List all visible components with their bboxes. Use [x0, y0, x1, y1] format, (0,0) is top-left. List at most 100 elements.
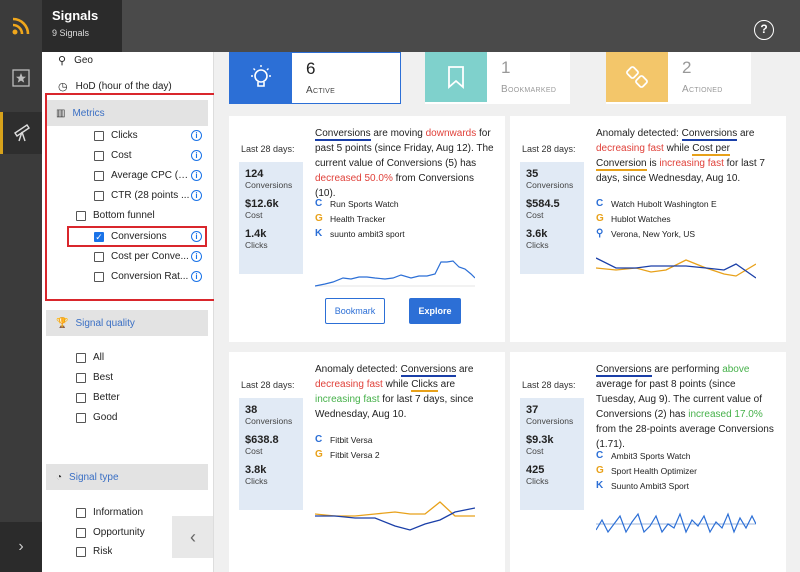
info-icon[interactable]: i	[191, 231, 202, 242]
checkbox[interactable]	[76, 527, 86, 538]
metric-link[interactable]: Clicks	[411, 379, 438, 392]
explore-button[interactable]: Explore	[409, 298, 461, 324]
signal-card-1[interactable]: Last 28 days: 124 Conversions $12.6k Cos…	[229, 116, 505, 342]
signal-type-section-header[interactable]: ◔ Signal type	[46, 464, 208, 490]
signal-description: Anomaly detected: Conversions are decrea…	[596, 128, 765, 184]
stat-actioned[interactable]: 2 Actioned	[606, 52, 751, 104]
quality-better[interactable]: Better	[76, 392, 120, 403]
chevron-left-icon: ‹	[190, 526, 196, 547]
info-icon[interactable]: i	[191, 150, 202, 161]
quality-best[interactable]: Best	[76, 372, 113, 383]
checkbox[interactable]	[94, 170, 104, 181]
stat-active[interactable]: 6 Active	[229, 52, 401, 104]
metric-value: 425	[526, 464, 545, 476]
checkbox[interactable]	[76, 546, 86, 557]
metric-conversion-rate[interactable]: Conversion Rat... i	[94, 271, 202, 282]
checkbox[interactable]	[94, 251, 104, 262]
metric-link[interactable]: Conversions	[681, 128, 738, 141]
location-pin-icon: ⚲	[596, 228, 604, 239]
source-item: G Fitbit Versa 2	[315, 449, 380, 460]
metric-cost-per-conversion[interactable]: Cost per Conve... i	[94, 251, 202, 262]
stat-bookmarked[interactable]: 1 Bookmarked	[425, 52, 570, 104]
metric-label: Clicks	[245, 476, 268, 486]
checkbox[interactable]	[76, 392, 86, 403]
top-bar: Signals 9 Signals ?	[0, 0, 800, 52]
signal-count: 9 Signals	[52, 28, 90, 38]
metric-link[interactable]: Conversions	[596, 364, 652, 377]
metric-value: 37	[526, 404, 539, 416]
favorites-button[interactable]	[0, 58, 42, 100]
expand-rail-button[interactable]: ›	[0, 522, 42, 572]
metric-link[interactable]: Conversions	[315, 128, 371, 141]
info-icon[interactable]: i	[191, 130, 202, 141]
filter-geo[interactable]: ⚲ Geo	[58, 55, 93, 67]
source-item: ⚲ Verona, New York, US	[596, 228, 696, 239]
signal-card-3[interactable]: Last 28 days: 38 Conversions $638.8 Cost…	[229, 352, 505, 572]
quality-all[interactable]: All	[76, 352, 104, 363]
signals-explorer-button[interactable]	[0, 112, 42, 154]
source-item: G Hublot Watches	[596, 213, 671, 224]
type-risk[interactable]: Risk	[76, 546, 112, 557]
checkbox[interactable]	[94, 190, 104, 201]
source-item: C Fitbit Versa	[315, 434, 373, 445]
adgroup-icon: G	[315, 213, 323, 224]
metric-group-bottom-funnel[interactable]: Bottom funnel	[76, 210, 155, 221]
period-label: Last 28 days:	[241, 380, 295, 390]
period-label: Last 28 days:	[522, 380, 576, 390]
checkbox[interactable]	[76, 507, 86, 518]
desc-text: from Conversions (10).	[315, 173, 474, 199]
source-item: C Watch Hubolt Washington E	[596, 198, 717, 209]
clock-icon: ◷	[58, 81, 68, 93]
info-icon[interactable]: i	[191, 170, 202, 181]
main-content: 6 Active 1 Bookmarked 2 Actioned Last 28…	[214, 52, 800, 572]
metric-link[interactable]: Conversions	[400, 364, 457, 377]
checkbox[interactable]	[76, 352, 86, 363]
info-icon[interactable]: i	[191, 190, 202, 201]
metric-clicks[interactable]: Clicks i	[94, 130, 202, 141]
metric-conversions[interactable]: ✓ Conversions i	[94, 231, 202, 242]
signal-card-2[interactable]: Last 28 days: 35 Conversions $584.5 Cost…	[510, 116, 786, 342]
checkbox-checked[interactable]: ✓	[94, 231, 104, 242]
collapse-sidebar-button[interactable]: ‹	[172, 516, 213, 558]
metric-average-cpc[interactable]: Average CPC (2... i	[94, 170, 202, 181]
checkbox[interactable]	[94, 271, 104, 282]
period-label: Last 28 days:	[522, 144, 576, 154]
checkbox[interactable]	[76, 412, 86, 423]
bookmark-button[interactable]: Bookmark	[325, 298, 385, 324]
signal-card-4[interactable]: Last 28 days: 37 Conversions $9.3k Cost …	[510, 352, 786, 572]
type-information[interactable]: Information	[76, 507, 143, 518]
signal-description: Anomaly detected: Conversions are decrea…	[315, 364, 474, 420]
sparkline-chart	[596, 257, 756, 279]
quality-good[interactable]: Good	[76, 412, 117, 423]
metrics-section-header[interactable]: ▥ Metrics	[46, 100, 208, 126]
rss-icon: ◔	[56, 471, 63, 483]
link-icon	[606, 52, 668, 102]
sparkline-chart	[315, 501, 475, 531]
signal-quality-section-header[interactable]: 🏆 Signal quality	[46, 310, 208, 336]
summary-metrics: 37 Conversions $9.3k Cost 425 Clicks	[520, 398, 584, 510]
metric-value: 35	[526, 168, 539, 180]
metric-label: Cost	[245, 446, 263, 456]
trend-direction: downwards	[425, 128, 477, 139]
source-list: C Fitbit Versa G Fitbit Versa 2	[315, 432, 380, 462]
lightbulb-icon	[230, 53, 292, 103]
rss-logo-icon[interactable]	[0, 0, 42, 52]
filter-hod[interactable]: ◷ HoD (hour of the day)	[58, 81, 172, 93]
checkbox[interactable]	[94, 130, 104, 141]
checkbox[interactable]	[94, 150, 104, 161]
checkbox[interactable]	[76, 372, 86, 383]
metric-ctr[interactable]: CTR (28 points ... i	[94, 190, 202, 201]
checkbox[interactable]	[76, 210, 86, 221]
metric-cost[interactable]: Cost i	[94, 150, 202, 161]
app-title: Signals	[52, 8, 99, 23]
desc-text: for past 5 points (since Friday, Aug 12)…	[315, 128, 494, 169]
metric-label: Cost	[526, 446, 544, 456]
help-button[interactable]: ?	[754, 20, 774, 40]
metric-value: 38	[245, 404, 258, 416]
info-icon[interactable]: i	[191, 271, 202, 282]
info-icon[interactable]: i	[191, 251, 202, 262]
campaign-icon: C	[315, 198, 323, 209]
metric-link[interactable]: Cost per Conversion	[596, 143, 730, 171]
type-opportunity[interactable]: Opportunity	[76, 527, 145, 538]
